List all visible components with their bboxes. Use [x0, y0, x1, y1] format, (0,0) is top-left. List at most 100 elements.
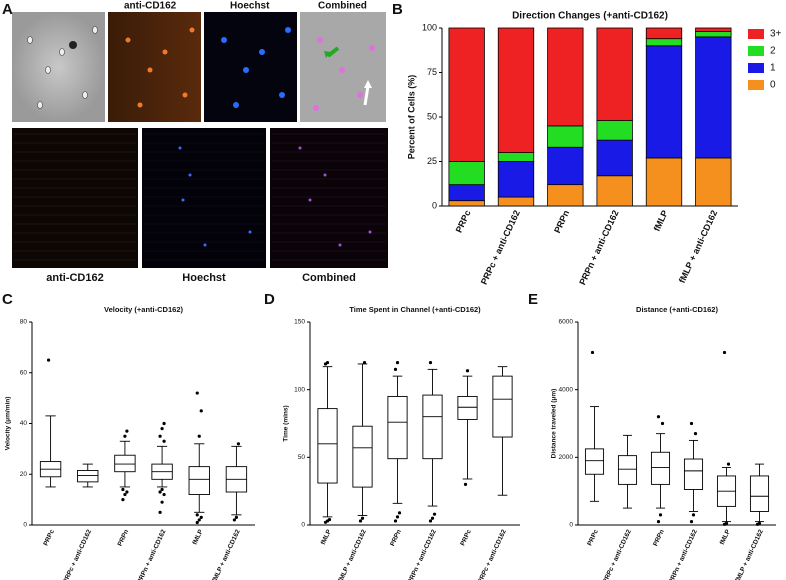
y-tick-label: 0 [432, 200, 437, 210]
x-tick-label: PRPn + anti-CD162 [136, 528, 167, 580]
outlier [162, 421, 166, 426]
outlier [162, 439, 166, 443]
x-tick-label: PRPn [552, 209, 571, 235]
outlier [158, 434, 162, 438]
outlier [325, 361, 330, 365]
bar-segment [596, 175, 633, 207]
chart-title: Direction Changes (+anti-CD162) [512, 11, 668, 22]
bar-segment [448, 184, 485, 202]
image-hoechst-channels [142, 128, 266, 268]
panel-letter: C [2, 291, 13, 308]
chart-title: Time Spent in Channel (+anti-CD162) [349, 305, 481, 314]
panel-letter: D [264, 291, 275, 308]
x-tick-label: PRPc [454, 209, 473, 235]
y-tick-label: 50 [298, 454, 306, 461]
bar-segment [497, 152, 535, 162]
outlier [327, 517, 332, 522]
outlier [395, 361, 400, 365]
bar-segment [448, 200, 485, 207]
y-tick-label: 0 [569, 522, 573, 529]
x-tick-label: PRPn [652, 529, 666, 548]
bar-segment [497, 161, 535, 198]
outlier [656, 520, 661, 524]
outlier [658, 513, 663, 517]
y-tick-label: 6000 [559, 319, 574, 326]
legend-swatch [748, 46, 764, 56]
box [584, 448, 605, 475]
outlier [121, 487, 125, 492]
x-tick-label: PRPn + anti-CD162 [577, 209, 620, 287]
x-tick-label: fMLP [320, 528, 333, 546]
outlier [125, 490, 129, 494]
x-tick-label: fMLP + anti-CD162 [677, 209, 719, 285]
x-tick-label: PRPn + anti-CD162 [668, 528, 699, 580]
panel-letter: B [392, 1, 403, 18]
chart-title: Distance (+anti-CD162) [636, 305, 718, 314]
outlier [428, 361, 433, 365]
outlier [393, 367, 398, 371]
bar-segment [596, 120, 633, 141]
outlier [689, 421, 694, 426]
y-tick-label: 50 [427, 111, 437, 121]
y-tick-label: 100 [422, 22, 437, 32]
box [352, 425, 373, 488]
outlier [158, 510, 162, 514]
bar-segment [448, 27, 485, 162]
box [492, 375, 513, 438]
bar-segment [547, 125, 584, 148]
outlier [432, 512, 437, 516]
outlier [46, 358, 51, 362]
x-tick-label: PRPc [459, 528, 473, 547]
y-tick-label: 150 [294, 319, 305, 326]
box [387, 395, 408, 460]
x-tick-label: PRPc + anti-CD162 [602, 528, 633, 580]
outlier [358, 519, 363, 523]
outlier [724, 521, 729, 525]
x-tick-label: fMLP + anti-CD162 [734, 528, 765, 580]
bar-segment [497, 196, 535, 207]
outlier [393, 519, 398, 523]
box [617, 455, 638, 485]
outlier [162, 492, 166, 497]
image-label: Combined [318, 1, 367, 12]
x-tick-label: PRPc + anti-CD162 [477, 528, 508, 580]
box [188, 466, 210, 496]
outlier [360, 516, 365, 520]
outlier [125, 429, 129, 433]
x-tick-label: fMLP [192, 528, 205, 546]
outlier [465, 369, 470, 373]
box [457, 395, 478, 420]
outlier [160, 500, 164, 504]
outlier [158, 490, 162, 494]
x-tick-label: PRPn [389, 529, 403, 548]
outlier [234, 515, 239, 519]
y-tick-label: 40 [20, 420, 28, 427]
y-axis-label: Distance traveled (μm) [551, 389, 558, 459]
outlier [660, 421, 665, 426]
y-tick-label: 4000 [559, 386, 574, 393]
bar-segment [448, 161, 485, 186]
bar-segment [547, 184, 584, 207]
image-cd162-channels [12, 128, 138, 268]
bar-segment [596, 27, 633, 121]
outlier [236, 442, 241, 446]
y-tick-label: 75 [427, 67, 437, 77]
legend-label: 2 [770, 46, 776, 57]
outlier [197, 434, 201, 438]
outlier [722, 350, 727, 355]
y-tick-label: 100 [294, 386, 305, 393]
bar-segment [645, 45, 683, 159]
legend-swatch [748, 29, 764, 39]
box [317, 408, 338, 484]
panel-letter: A [2, 1, 13, 18]
legend-label: 0 [770, 80, 776, 91]
bar-segment [547, 27, 584, 127]
outlier [691, 513, 696, 517]
outlier [199, 515, 203, 519]
outlier [726, 462, 731, 466]
outlier [689, 520, 694, 524]
x-tick-label: PRPn + anti-CD162 [407, 528, 438, 580]
outlier [195, 520, 199, 525]
bar-segment [645, 157, 683, 207]
